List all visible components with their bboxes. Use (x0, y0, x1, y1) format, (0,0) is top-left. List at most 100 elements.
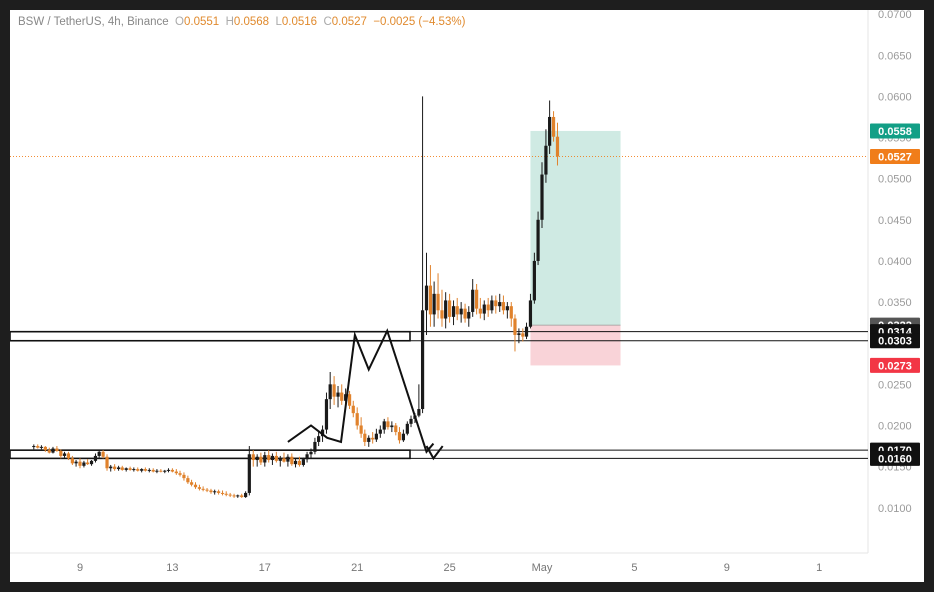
candle-body (475, 289, 479, 309)
candle-body (66, 453, 71, 459)
candle-body (297, 460, 302, 465)
y-tick-label: 0.0400 (878, 256, 912, 268)
candle-body (532, 260, 536, 301)
candle-body (166, 469, 171, 471)
y-tick-label: 0.0100 (878, 503, 912, 515)
candle-body (290, 456, 294, 465)
candle-body (113, 466, 117, 470)
price-label-dark (870, 333, 920, 349)
candle-body (540, 174, 544, 220)
candle-body (309, 451, 313, 455)
candle-body (293, 460, 298, 465)
candle-body (263, 455, 267, 463)
candle-body (501, 302, 506, 311)
candle-body (486, 304, 490, 311)
x-tick-label: 9 (77, 562, 83, 574)
candle-body (286, 456, 290, 462)
candle-body (548, 116, 552, 146)
close-label: C (323, 16, 332, 28)
candle-body (270, 455, 275, 461)
candle-body (224, 493, 228, 495)
candle-body (394, 425, 398, 433)
candle-body (55, 448, 59, 451)
candle-body (93, 455, 98, 461)
candle-body (70, 458, 74, 464)
candle-body (32, 446, 36, 448)
x-tick-label: May (532, 562, 553, 574)
x-tick-label: 1 (816, 562, 822, 574)
candle-body (116, 467, 121, 470)
y-tick-label: 0.0650 (878, 50, 912, 62)
candle-body (86, 462, 90, 465)
candle-body (89, 460, 94, 465)
candle-body (39, 446, 44, 448)
candle-body (197, 487, 202, 489)
candlestick-chart[interactable]: 0.01000.01500.02000.02500.03000.03500.04… (10, 10, 924, 582)
high-label: H (225, 16, 234, 28)
y-tick-label: 0.0250 (878, 379, 912, 391)
y-tick-label: 0.0200 (878, 420, 912, 432)
candle-body (189, 482, 194, 485)
ohlc-legend: BSW / TetherUS, 4h, Binance O0.0551 H0.0… (18, 16, 465, 28)
candle-body (143, 469, 147, 471)
candle-body (371, 437, 375, 440)
candle-body (136, 469, 140, 471)
candle-body (390, 425, 394, 428)
x-tick-label: 5 (631, 562, 637, 574)
candle-body (347, 394, 352, 406)
candle-body (201, 488, 205, 490)
candle-body (251, 454, 255, 461)
candle-body (498, 302, 502, 307)
candle-body (101, 451, 105, 457)
candle-body (128, 468, 132, 470)
candle-body (217, 491, 221, 493)
y-tick-label: 0.0450 (878, 215, 912, 227)
candle-body (259, 456, 263, 463)
candle-body (551, 116, 556, 137)
price-label-target (870, 123, 920, 139)
price-label-text: 0.0303 (878, 336, 912, 348)
candle-body (420, 310, 425, 410)
high-value: 0.0568 (233, 16, 270, 28)
candle-body (324, 399, 329, 430)
y-tick-label: 0.0350 (878, 297, 912, 309)
candle-body (544, 145, 548, 175)
candle-body (351, 405, 355, 414)
candle-body (367, 437, 371, 442)
candles-group (32, 96, 560, 498)
candle-body (213, 491, 217, 493)
candle-body (424, 285, 429, 311)
candle-body (124, 468, 128, 470)
candle-body (363, 433, 367, 442)
open-label: O (175, 16, 184, 28)
candle-body (147, 469, 151, 471)
candle-body (555, 136, 560, 157)
candle-body (524, 326, 529, 337)
candle-body (220, 492, 225, 494)
close-value: 0.0527 (331, 16, 367, 28)
candle-body (355, 413, 359, 426)
candle-body (482, 304, 486, 314)
price-label-stop (870, 357, 920, 373)
resistance-zone-box (10, 330, 411, 342)
candle-body (397, 432, 402, 441)
candle-body (455, 306, 459, 315)
low-value: 0.0516 (281, 16, 318, 28)
candle-body (344, 394, 348, 401)
candle-body (459, 308, 463, 315)
candle-body (193, 484, 198, 488)
candle-body (463, 308, 467, 319)
support-zone-box (10, 449, 411, 460)
candle-body (490, 300, 494, 311)
candle-body (182, 474, 186, 479)
candle-body (509, 306, 513, 319)
price-label-text: 0.0160 (878, 453, 912, 465)
candle-body (255, 456, 259, 461)
candle-body (513, 318, 517, 335)
candle-body (448, 300, 452, 317)
candle-body (109, 466, 113, 469)
candle-body (521, 333, 525, 337)
candle-body (120, 467, 124, 470)
candle-body (494, 300, 498, 307)
chart-frame: 0.01000.01500.02000.02500.03000.03500.04… (10, 10, 924, 582)
